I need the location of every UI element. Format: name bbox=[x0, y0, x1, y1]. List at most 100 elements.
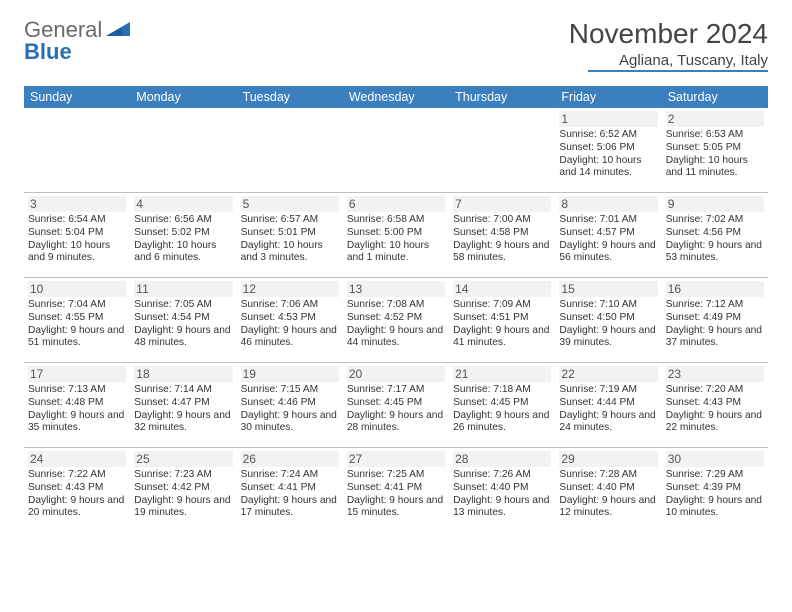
dayname-saturday: Saturday bbox=[662, 86, 768, 108]
sunset-text: Sunset: 4:47 PM bbox=[134, 397, 232, 410]
sunset-text: Sunset: 4:43 PM bbox=[666, 397, 764, 410]
day-cell bbox=[130, 108, 236, 192]
day-number: 22 bbox=[559, 366, 657, 382]
sunrise-text: Sunrise: 7:04 AM bbox=[28, 299, 126, 312]
sunset-text: Sunset: 4:46 PM bbox=[241, 397, 339, 410]
sunrise-text: Sunrise: 7:08 AM bbox=[347, 299, 445, 312]
dayname-monday: Monday bbox=[130, 86, 236, 108]
location-label: Agliana, Tuscany, Italy bbox=[569, 52, 768, 69]
day-number: 28 bbox=[453, 451, 551, 467]
sunrise-text: Sunrise: 6:57 AM bbox=[241, 214, 339, 227]
day-cell: 21Sunrise: 7:18 AMSunset: 4:45 PMDayligh… bbox=[449, 363, 555, 447]
day-number: 14 bbox=[453, 281, 551, 297]
day-number: 8 bbox=[559, 196, 657, 212]
daylight-text: Daylight: 10 hours and 6 minutes. bbox=[134, 240, 232, 266]
dayname-tuesday: Tuesday bbox=[237, 86, 343, 108]
day-number: 18 bbox=[134, 366, 232, 382]
location-underline bbox=[588, 70, 768, 72]
day-number: 27 bbox=[347, 451, 445, 467]
month-title: November 2024 bbox=[569, 18, 768, 50]
day-cell: 30 Sunrise: 7:29 AMSunset: 4:39 PMDayligh… bbox=[662, 448, 768, 532]
daylight-text: Daylight: 9 hours and 13 minutes. bbox=[453, 495, 551, 521]
calendar: Sunday Monday Tuesday Wednesday Thursday… bbox=[24, 86, 768, 532]
day-number: 5 bbox=[241, 196, 339, 212]
day-number: 15 bbox=[559, 281, 657, 297]
sunset-text: Sunset: 4:57 PM bbox=[559, 227, 657, 240]
week-row: 10Sunrise: 7:04 AMSunset: 4:55 PMDayligh… bbox=[24, 277, 768, 362]
sunrise-text: Sunrise: 6:56 AM bbox=[134, 214, 232, 227]
sunset-text: Sunset: 5:01 PM bbox=[241, 227, 339, 240]
day-cell bbox=[343, 108, 449, 192]
daylight-text: Daylight: 10 hours and 9 minutes. bbox=[28, 240, 126, 266]
day-cell: 12Sunrise: 7:06 AMSunset: 4:53 PMDayligh… bbox=[237, 278, 343, 362]
daylight-text: Daylight: 9 hours and 46 minutes. bbox=[241, 325, 339, 351]
day-cell: 10Sunrise: 7:04 AMSunset: 4:55 PMDayligh… bbox=[24, 278, 130, 362]
daylight-text: Daylight: 9 hours and 32 minutes. bbox=[134, 410, 232, 436]
sunrise-text: Sunrise: 7:18 AM bbox=[453, 384, 551, 397]
day-cell: 15Sunrise: 7:10 AMSunset: 4:50 PMDayligh… bbox=[555, 278, 661, 362]
sunset-text: Sunset: 4:39 PM bbox=[666, 482, 764, 495]
week-row: 24 Sunrise: 7:22 AMSunset: 4:43 PM Dayligh… bbox=[24, 447, 768, 532]
day-cell: 18Sunrise: 7:14 AMSunset: 4:47 PMDayligh… bbox=[130, 363, 236, 447]
sunrise-text: Sunrise: 7:12 AM bbox=[666, 299, 764, 312]
daylight-text: Daylight: 9 hours and 10 minutes. bbox=[666, 495, 764, 521]
day-cell: 16Sunrise: 7:12 AMSunset: 4:49 PMDayligh… bbox=[662, 278, 768, 362]
sunset-text: Sunset: 4:45 PM bbox=[453, 397, 551, 410]
sunset-text: Sunset: 4:45 PM bbox=[347, 397, 445, 410]
day-cell: 20Sunrise: 7:17 AMSunset: 4:45 PMDayligh… bbox=[343, 363, 449, 447]
title-block: November 2024 Agliana, Tuscany, Italy bbox=[569, 18, 768, 72]
day-number: 4 bbox=[134, 196, 232, 212]
day-cell: 29Sunrise: 7:28 AMSunset: 4:40 PMDayligh… bbox=[555, 448, 661, 532]
logo: General Blue bbox=[24, 18, 132, 63]
sunrise-text: Sunrise: 7:10 AM bbox=[559, 299, 657, 312]
day-number: 11 bbox=[134, 281, 232, 297]
sunset-text: Sunset: 4:43 PM bbox=[28, 482, 126, 495]
sunrise-text: Sunrise: 6:58 AM bbox=[347, 214, 445, 227]
day-cell bbox=[449, 108, 555, 192]
sunrise-text: Sunrise: 7:01 AM bbox=[559, 214, 657, 227]
sunset-text: Sunset: 4:54 PM bbox=[134, 312, 232, 325]
day-number: 6 bbox=[347, 196, 445, 212]
day-number: 1 bbox=[559, 111, 657, 127]
day-cell bbox=[237, 108, 343, 192]
day-cell: 9Sunrise: 7:02 AMSunset: 4:56 PMDaylight… bbox=[662, 193, 768, 277]
daylight-text: Daylight: 9 hours and 35 minutes. bbox=[28, 410, 126, 436]
sunset-text: Sunset: 4:41 PM bbox=[347, 482, 445, 495]
day-cell: 26Sunrise: 7:24 AMSunset: 4:41 PMDayligh… bbox=[237, 448, 343, 532]
sunrise-text: Sunrise: 6:54 AM bbox=[28, 214, 126, 227]
day-number: 2 bbox=[666, 111, 764, 127]
day-cell: 25Sunrise: 7:23 AMSunset: 4:42 PMDayligh… bbox=[130, 448, 236, 532]
daylight-text: Daylight: 9 hours and 26 minutes. bbox=[453, 410, 551, 436]
sunset-text: Sunset: 4:52 PM bbox=[347, 312, 445, 325]
day-cell: 28Sunrise: 7:26 AMSunset: 4:40 PMDayligh… bbox=[449, 448, 555, 532]
day-cell: 13Sunrise: 7:08 AMSunset: 4:52 PMDayligh… bbox=[343, 278, 449, 362]
logo-triangle-icon bbox=[106, 22, 132, 40]
sunset-text: Sunset: 5:02 PM bbox=[134, 227, 232, 240]
day-number: 30 bbox=[666, 451, 764, 467]
dayname-friday: Friday bbox=[555, 86, 661, 108]
sunset-text: Sunset: 5:00 PM bbox=[347, 227, 445, 240]
daylight-text: Daylight: 9 hours and 44 minutes. bbox=[347, 325, 445, 351]
day-cell: 8Sunrise: 7:01 AMSunset: 4:57 PMDaylight… bbox=[555, 193, 661, 277]
day-cell: 23Sunrise: 7:20 AMSunset: 4:43 PMDayligh… bbox=[662, 363, 768, 447]
daylight-text: Daylight: 9 hours and 37 minutes. bbox=[666, 325, 764, 351]
day-cell: 17Sunrise: 7:13 AMSunset: 4:48 PMDayligh… bbox=[24, 363, 130, 447]
sunset-text: Sunset: 4:40 PM bbox=[559, 482, 657, 495]
sunset-text: Sunset: 5:05 PM bbox=[666, 142, 764, 155]
dayname-thursday: Thursday bbox=[449, 86, 555, 108]
week-row: 1Sunrise: 6:52 AMSunset: 5:06 PMDaylight… bbox=[24, 108, 768, 192]
sunset-text: Sunset: 5:06 PM bbox=[559, 142, 657, 155]
daylight-text: Daylight: 9 hours and 19 minutes. bbox=[134, 495, 232, 521]
day-number: 29 bbox=[559, 451, 657, 467]
sunrise-text: Sunrise: 7:02 AM bbox=[666, 214, 764, 227]
day-number: 19 bbox=[241, 366, 339, 382]
daylight-text: Daylight: 9 hours and 53 minutes. bbox=[666, 240, 764, 266]
sunrise-text: Sunrise: 7:22 AM bbox=[28, 469, 126, 482]
day-number: 24 bbox=[28, 451, 126, 467]
sunrise-text: Sunrise: 7:29 AM bbox=[666, 469, 764, 482]
sunset-text: Sunset: 4:56 PM bbox=[666, 227, 764, 240]
sunrise-text: Sunrise: 6:53 AM bbox=[666, 129, 764, 142]
day-cell: 6 Sunrise: 6:58 AMSunset: 5:00 PMDaylight… bbox=[343, 193, 449, 277]
daylight-text: Daylight: 9 hours and 48 minutes. bbox=[134, 325, 232, 351]
daylight-text: Daylight: 10 hours and 1 minute. bbox=[347, 240, 445, 266]
